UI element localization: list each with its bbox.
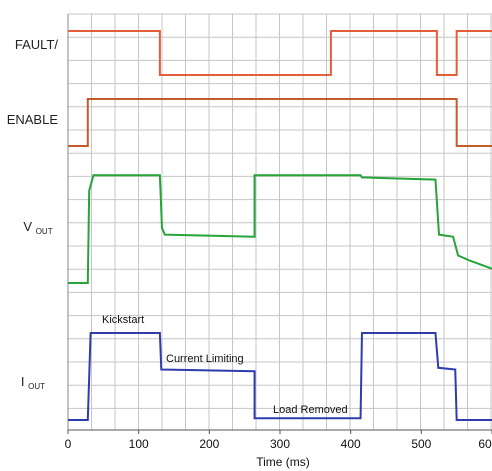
- x-tick-label: 60: [478, 437, 492, 451]
- x-tick-label: 0: [65, 437, 72, 451]
- annotation-kickstart: Kickstart: [102, 314, 144, 326]
- iout-label-sub: OUT: [28, 382, 45, 391]
- enable-trace-label: ENABLE: [7, 112, 59, 127]
- label-layer: FAULT/ ENABLE V OUT I OUT Kickstart Curr…: [7, 37, 348, 469]
- x-axis-title: Time (ms): [256, 455, 310, 469]
- x-tick-label: 500: [411, 437, 431, 451]
- fault-trace-label: FAULT/: [15, 37, 58, 52]
- vout-trace-label: V OUT: [23, 219, 52, 236]
- annotation-load-removed: Load Removed: [273, 404, 348, 416]
- series-layer: [68, 30, 492, 421]
- series-line-v-out: [68, 174, 492, 284]
- series-line-i-out: [68, 332, 492, 421]
- x-tick-label: 300: [270, 437, 290, 451]
- vout-label-main: V: [23, 219, 32, 234]
- x-tick-labels: 0 100 200 300 400 500 60: [65, 430, 492, 451]
- series-line-fault: [68, 30, 492, 76]
- vout-label-sub: OUT: [36, 227, 53, 236]
- iout-trace-label: I OUT: [21, 374, 45, 391]
- iout-label-main: I: [21, 374, 25, 389]
- series-line-enable: [68, 98, 492, 147]
- x-tick-label: 400: [341, 437, 361, 451]
- annotation-current-limiting: Current Limiting: [166, 353, 244, 365]
- x-tick-label: 200: [199, 437, 219, 451]
- x-tick-label: 100: [129, 437, 149, 451]
- grid-layer: [67, 13, 492, 431]
